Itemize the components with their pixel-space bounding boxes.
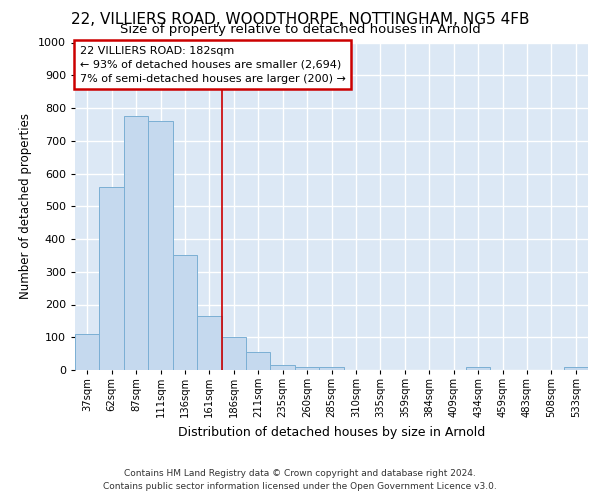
Bar — [221, 337, 246, 370]
Bar — [124, 116, 148, 370]
Bar — [563, 366, 588, 370]
Bar — [295, 366, 319, 370]
Bar — [271, 365, 295, 370]
Text: 22 VILLIERS ROAD: 182sqm
← 93% of detached houses are smaller (2,694)
7% of semi: 22 VILLIERS ROAD: 182sqm ← 93% of detach… — [80, 46, 346, 84]
Text: 22, VILLIERS ROAD, WOODTHORPE, NOTTINGHAM, NG5 4FB: 22, VILLIERS ROAD, WOODTHORPE, NOTTINGHA… — [71, 12, 529, 28]
Y-axis label: Number of detached properties: Number of detached properties — [19, 114, 32, 299]
Bar — [75, 334, 100, 370]
Bar — [100, 186, 124, 370]
X-axis label: Distribution of detached houses by size in Arnold: Distribution of detached houses by size … — [178, 426, 485, 438]
Text: Contains HM Land Registry data © Crown copyright and database right 2024.
Contai: Contains HM Land Registry data © Crown c… — [103, 470, 497, 491]
Bar — [466, 366, 490, 370]
Bar — [173, 256, 197, 370]
Bar — [148, 121, 173, 370]
Bar — [319, 366, 344, 370]
Bar — [246, 352, 271, 370]
Text: Size of property relative to detached houses in Arnold: Size of property relative to detached ho… — [119, 24, 481, 36]
Bar — [197, 316, 221, 370]
